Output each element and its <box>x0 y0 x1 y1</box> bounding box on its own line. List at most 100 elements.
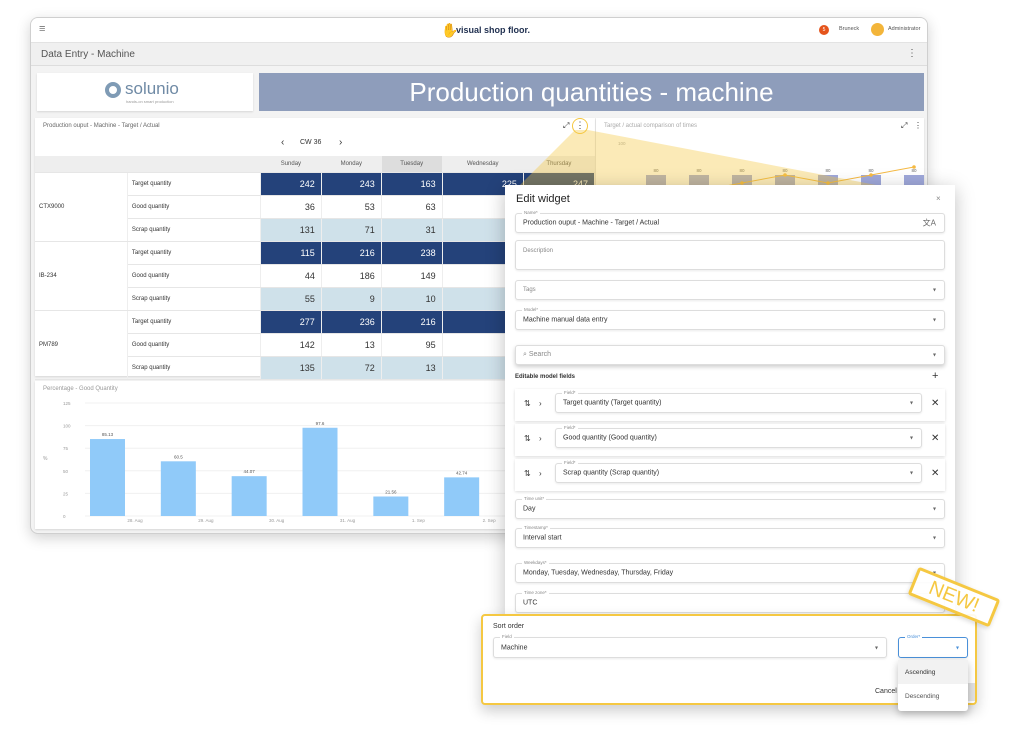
option-descending[interactable]: Descending <box>905 693 940 700</box>
quantity-cell[interactable]: 149 <box>381 264 443 288</box>
quantity-cell[interactable]: 63 <box>381 195 443 219</box>
quantity-cell[interactable]: 36 <box>260 195 322 219</box>
data-label: 80 <box>868 168 874 173</box>
app-window: ≡ ✋ visual shop floor. 5 Bruneck Adminis… <box>30 17 928 534</box>
field-value: Machine <box>501 644 528 651</box>
option-ascending[interactable]: Ascending <box>898 660 968 684</box>
menu-icon[interactable]: ≡ <box>39 23 46 35</box>
quantity-cell[interactable]: 236 <box>321 310 382 334</box>
name-input[interactable]: Name* Production ouput - Machine - Target… <box>515 210 945 233</box>
field-select[interactable]: Field* Scrap quantity (Scrap quantity) ▾ <box>555 460 922 483</box>
timezone-select[interactable]: Time zone* UTC <box>515 590 945 613</box>
machine-name: IB-234 <box>35 241 128 311</box>
quantity-cell[interactable]: 277 <box>260 310 322 334</box>
quantity-cell[interactable]: 71 <box>321 218 382 242</box>
remove-field-icon[interactable]: ✕ <box>931 433 940 444</box>
quantity-cell[interactable]: 55 <box>260 287 322 311</box>
banner-title: Production quantities - machine <box>259 73 924 111</box>
quantity-cell[interactable] <box>442 241 524 265</box>
sort-arrows-icon[interactable]: ⇅ <box>524 399 531 408</box>
quantity-cell[interactable]: 13 <box>321 333 382 357</box>
sort-arrows-icon[interactable]: ⇅ <box>524 434 531 443</box>
quantity-cell[interactable]: 238 <box>381 241 443 265</box>
search-input[interactable]: ⌕ Search ▾ <box>515 345 945 365</box>
field-value: Target quantity (Target quantity) <box>563 399 662 407</box>
next-week-button[interactable]: › <box>339 137 343 148</box>
quantity-cell[interactable]: 95 <box>381 333 443 357</box>
sort-arrows-icon[interactable]: ⇅ <box>524 469 531 478</box>
notification-badge[interactable]: 5 <box>819 25 829 35</box>
quantity-cell[interactable]: 31 <box>381 218 443 242</box>
translate-icon[interactable]: 文A <box>922 218 936 228</box>
description-input[interactable]: Description <box>515 240 945 270</box>
quantity-cell[interactable]: 10 <box>381 287 443 311</box>
sort-field-select[interactable]: Field Machine ▾ <box>493 634 887 658</box>
y-tick-label: 125 <box>63 401 71 406</box>
data-label: 42.74 <box>456 470 468 475</box>
sort-order-title: Sort order <box>493 623 525 630</box>
expand-icon[interactable]: ⤢ <box>563 121 570 130</box>
quantity-cell[interactable] <box>442 310 524 334</box>
data-label: 97.6 <box>316 421 325 426</box>
model-select[interactable]: Model* Machine manual data entry ▾ <box>515 307 945 330</box>
prev-week-button[interactable]: ‹ <box>281 137 285 148</box>
quantity-cell[interactable]: 242 <box>260 172 322 196</box>
cancel-button[interactable]: Cancel <box>875 688 897 695</box>
time-unit-select[interactable]: Time unit* Day ▾ <box>515 496 945 519</box>
sort-order-select[interactable]: Order* ▾ <box>898 634 968 658</box>
remove-field-icon[interactable]: ✕ <box>931 398 940 409</box>
quantity-cell[interactable]: 72 <box>321 356 382 380</box>
quantity-cell[interactable]: 9 <box>321 287 382 311</box>
more-icon[interactable]: ⋮ <box>914 121 922 130</box>
remove-field-icon[interactable]: ✕ <box>931 468 940 479</box>
day-header: Sunday <box>260 156 322 173</box>
quantity-cell[interactable]: 163 <box>381 172 443 196</box>
field-label: Field <box>500 634 514 639</box>
field-label: Field* <box>562 460 578 465</box>
close-icon[interactable]: × <box>936 194 941 203</box>
line-point <box>912 165 916 169</box>
page-title: Data Entry - Machine <box>41 49 135 60</box>
quantity-cell[interactable]: 216 <box>321 241 382 265</box>
edit-widget-dialog: Edit widget × Name* Production ouput - Ma… <box>505 185 955 625</box>
quantity-cell[interactable]: 142 <box>260 333 322 357</box>
quantity-cell[interactable]: 115 <box>260 241 322 265</box>
quantity-cell[interactable]: 216 <box>381 310 443 334</box>
user-menu[interactable]: Administrator <box>888 26 921 32</box>
field-label: Model* <box>522 307 541 312</box>
avatar[interactable] <box>871 23 884 36</box>
chevron-right-icon[interactable]: › <box>539 469 542 478</box>
tags-select[interactable]: Tags ▾ <box>515 280 945 300</box>
quantity-cell[interactable]: 225 <box>442 172 524 196</box>
quantity-label: Scrap quantity <box>127 287 261 311</box>
quantity-cell[interactable]: 44 <box>260 264 322 288</box>
quantity-cell[interactable]: 243 <box>321 172 382 196</box>
location-select[interactable]: Bruneck <box>839 26 860 32</box>
quantity-cell[interactable] <box>442 356 524 380</box>
quantity-cell[interactable] <box>442 287 524 311</box>
add-field-button[interactable]: + <box>932 370 939 382</box>
quantity-cell[interactable]: 131 <box>260 218 322 242</box>
field-select[interactable]: Field* Target quantity (Target quantity) ▾ <box>555 390 922 413</box>
chart-title: Target / actual comparison of times <box>604 123 698 129</box>
sort-order-panel: Sort order Field Machine ▾ Order* ▾ Cancel <box>481 614 977 705</box>
data-label: 80 <box>782 168 788 173</box>
quantity-cell[interactable]: 186 <box>321 264 382 288</box>
quantity-cell[interactable] <box>442 218 524 242</box>
data-label: 44.07 <box>244 469 256 474</box>
data-label: 60.5 <box>174 454 183 459</box>
expand-icon[interactable]: ⤢ <box>901 121 908 130</box>
more-icon[interactable]: ⋮ <box>907 48 917 59</box>
search-placeholder: Search <box>528 351 552 358</box>
order-dropdown-menu: Ascending Descending <box>898 660 968 711</box>
x-tick-label: 29. Aug <box>198 518 214 523</box>
quantity-cell[interactable]: 53 <box>321 195 382 219</box>
quantity-cell[interactable]: 135 <box>260 356 322 380</box>
field-select[interactable]: Field* Good quantity (Good quantity) ▾ <box>555 425 922 448</box>
quantity-cell[interactable]: 13 <box>381 356 443 380</box>
widget-menu-icon[interactable]: ⋮ <box>572 118 588 134</box>
weekdays-select[interactable]: Weekdays* Monday, Tuesday, Wednesday, Thu… <box>515 560 945 583</box>
chevron-right-icon[interactable]: › <box>539 434 542 443</box>
timestamp-select[interactable]: Timestamp* Interval start ▾ <box>515 525 945 548</box>
chevron-right-icon[interactable]: › <box>539 399 542 408</box>
